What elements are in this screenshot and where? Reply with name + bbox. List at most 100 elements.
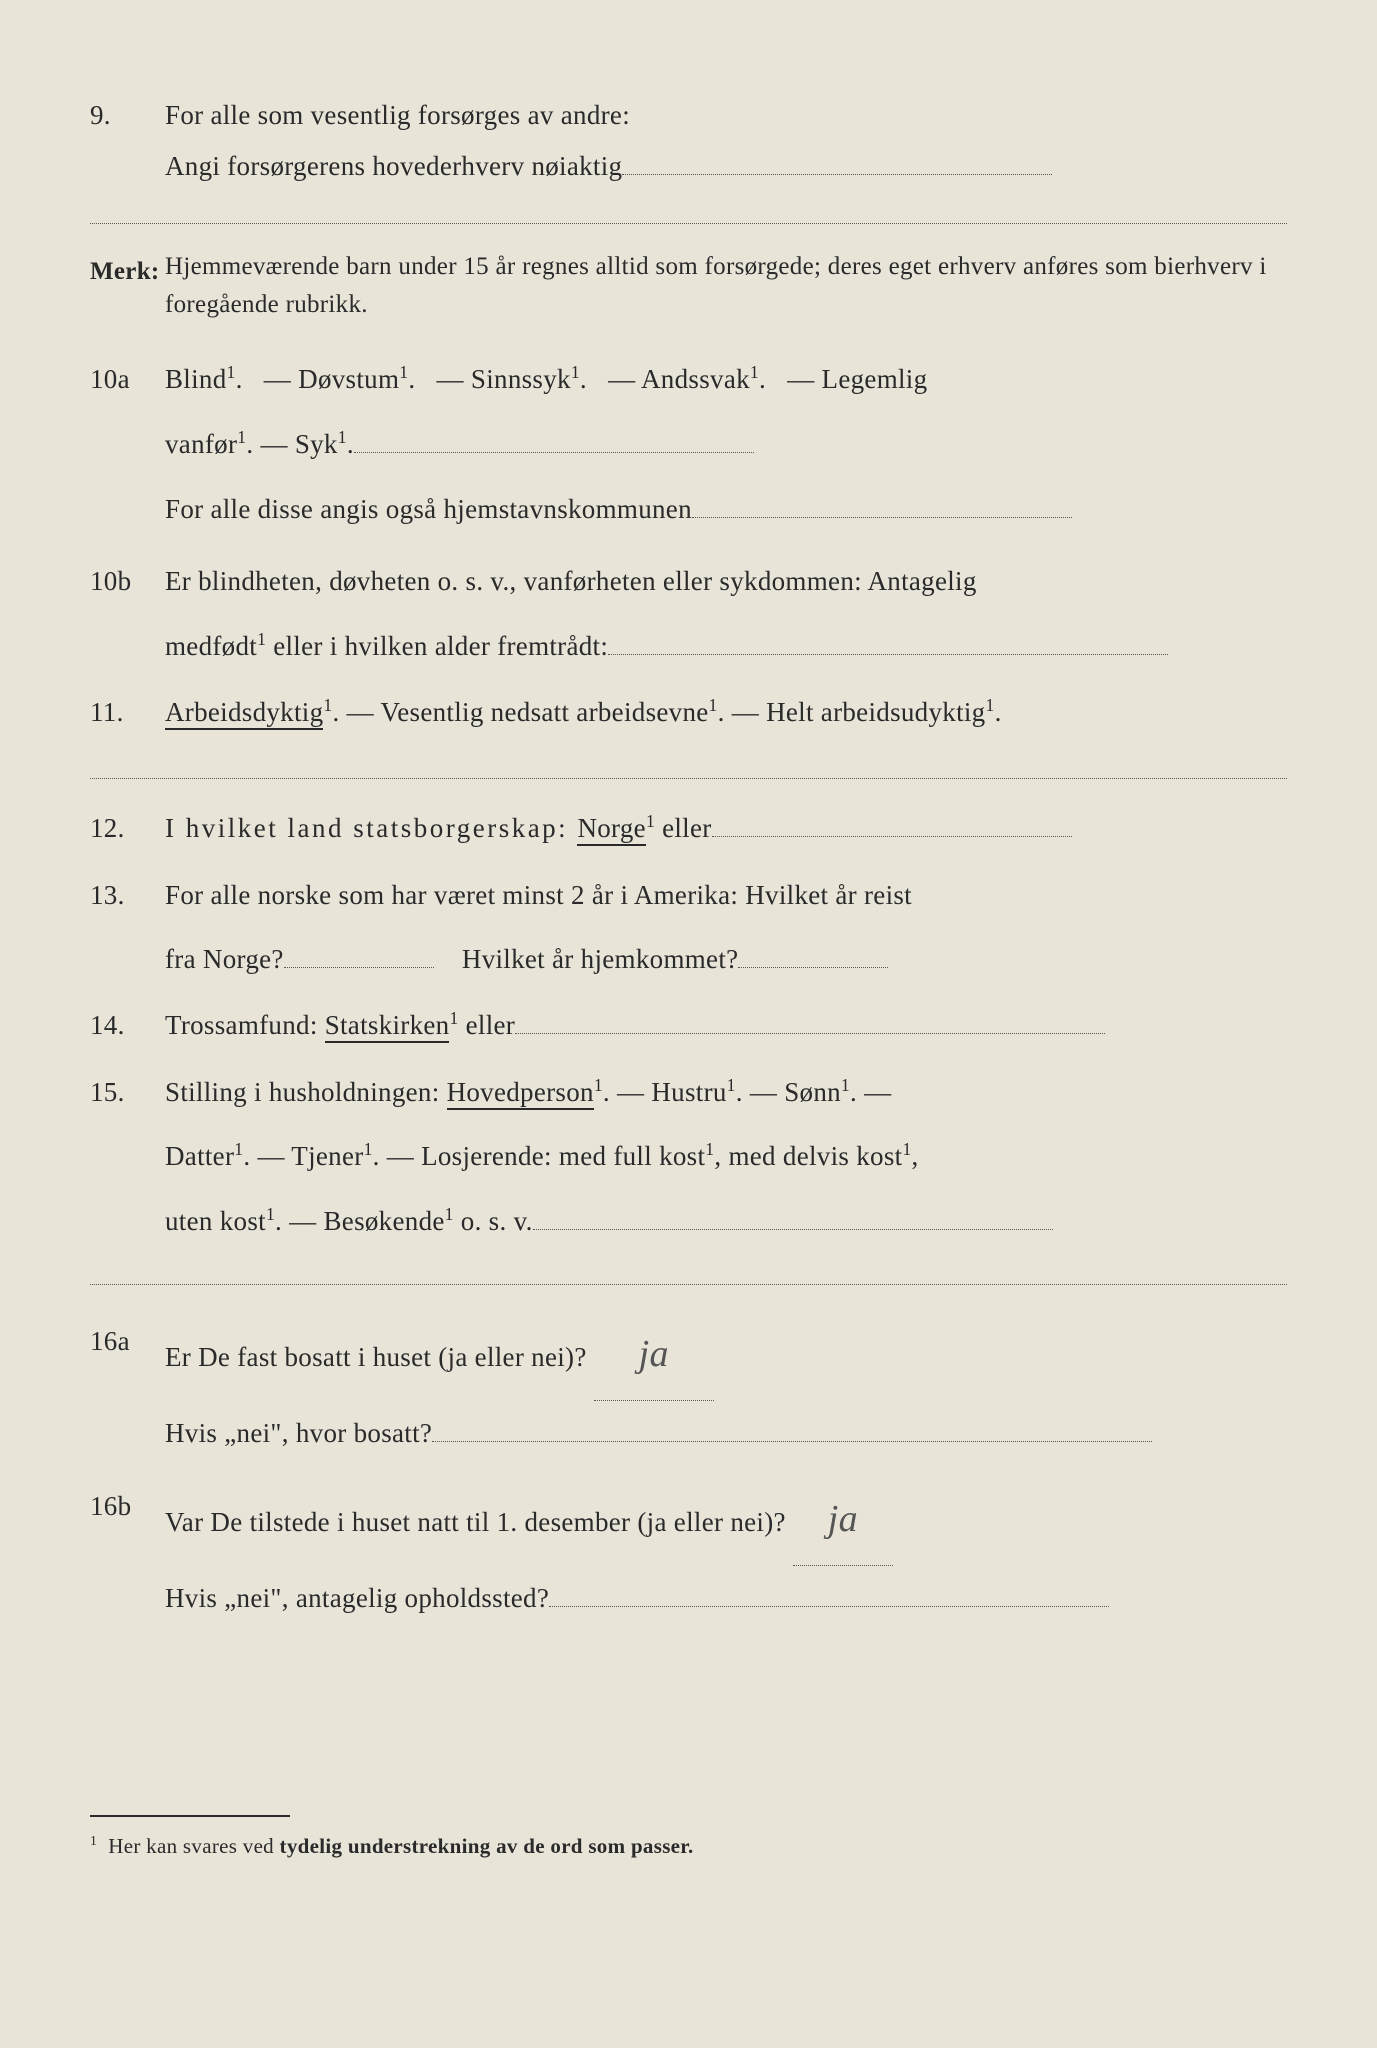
q10a-line3: For alle disse angis også hjemstavnskomm…	[165, 477, 1287, 542]
q15-l2c[interactable]: . — Losjerende: med full kost	[373, 1141, 706, 1171]
q15-line3: uten kost1. — Besøkende1 o. s. v.	[165, 1189, 1287, 1254]
merk-label: Merk:	[90, 248, 165, 326]
q14-text: Trossamfund:	[165, 1010, 325, 1040]
q15-l3b[interactable]: . — Besøkende	[275, 1206, 445, 1236]
fill-line[interactable]	[692, 517, 1072, 518]
footnote-text-a: Her kan svares ved	[108, 1834, 279, 1858]
q15-l2d[interactable]: , med delvis kost	[714, 1141, 902, 1171]
q11-mid[interactable]: — Vesentlig nedsatt arbeidsevne	[340, 697, 709, 727]
opt-hovedperson[interactable]: Hovedperson	[447, 1077, 594, 1110]
question-13: 13. For alle norske som har været minst …	[90, 863, 1287, 993]
q12-number: 12.	[90, 803, 165, 854]
fill-line[interactable]	[622, 174, 1052, 175]
q16b-answer: ja	[828, 1498, 858, 1540]
q14-tail: eller	[459, 1010, 516, 1040]
q15-line2: Datter1. — Tjener1. — Losjerende: med fu…	[165, 1124, 1287, 1189]
q15-text: Stilling i husholdningen:	[165, 1077, 447, 1107]
footnote-num: 1	[90, 1833, 97, 1848]
q13-line2: fra Norge? Hvilket år hjemkommet?	[165, 927, 1287, 992]
q15-l2e: ,	[912, 1141, 919, 1171]
opt-statskirken[interactable]: Statskirken	[325, 1010, 450, 1043]
q13-line2a: fra Norge?	[165, 944, 284, 974]
q13-content: For alle norske som har været minst 2 år…	[165, 863, 1287, 993]
q16a-answer: ja	[639, 1333, 669, 1375]
q9-content: For alle som vesentlig forsørges av andr…	[165, 90, 1287, 193]
q13-number: 13.	[90, 863, 165, 993]
q16a-number: 16a	[90, 1309, 165, 1466]
fill-line[interactable]	[738, 967, 888, 968]
q11-tail[interactable]: . — Helt arbeidsudyktig	[718, 697, 986, 727]
q15-l2b[interactable]: . — Tjener	[243, 1141, 363, 1171]
opt-norge[interactable]: Norge	[577, 813, 646, 846]
fill-line[interactable]	[533, 1229, 1053, 1230]
sep: —	[608, 364, 641, 394]
q13-line2b: Hvilket år hjemkommet?	[462, 944, 739, 974]
opt-vanfor[interactable]: vanfør	[165, 429, 237, 459]
fill-line[interactable]	[284, 967, 434, 968]
q16b-content: Var De tilstede i huset natt til 1. dese…	[165, 1474, 1287, 1631]
q16a-q: Er De fast bosatt i huset (ja eller nei)…	[165, 1342, 587, 1372]
q16b-number: 16b	[90, 1474, 165, 1631]
q16a-content: Er De fast bosatt i huset (ja eller nei)…	[165, 1309, 1287, 1466]
fill-line[interactable]	[608, 654, 1168, 655]
opt-datter[interactable]: Datter	[165, 1141, 234, 1171]
q16b-line2: Hvis „nei", antagelig opholdssted?	[165, 1566, 1287, 1631]
q16b-answer-field[interactable]: ja	[793, 1474, 893, 1566]
q10b-number: 10b	[90, 549, 165, 679]
sep: —	[787, 364, 821, 394]
question-14: 14. Trossamfund: Statskirken1 eller	[90, 1000, 1287, 1051]
footnote: 1 Her kan svares ved tydelig understrekn…	[90, 1811, 1287, 1867]
q15-seq3: . —	[850, 1077, 891, 1107]
q11-content: Arbeidsdyktig1. — Vesentlig nedsatt arbe…	[165, 687, 1287, 738]
q16a-answer-field[interactable]: ja	[594, 1309, 714, 1401]
divider	[90, 223, 1287, 224]
q15-content: Stilling i husholdningen: Hovedperson1. …	[165, 1060, 1287, 1254]
q16b-sub: Hvis „nei", antagelig opholdssted?	[165, 1583, 549, 1613]
q9-number: 9.	[90, 90, 165, 193]
q10b-tail: eller i hvilken alder fremtrådt:	[266, 631, 608, 661]
fill-line[interactable]	[712, 836, 1072, 837]
q16a-sub: Hvis „nei", hvor bosatt?	[165, 1418, 432, 1448]
q14-content: Trossamfund: Statskirken1 eller	[165, 1000, 1287, 1051]
divider	[90, 1284, 1287, 1285]
q11-number: 11.	[90, 687, 165, 738]
merk-text: Hjemmeværende barn under 15 år regnes al…	[165, 248, 1287, 326]
footnote-bold: tydelig understrekning av de ord som pas…	[280, 1834, 694, 1858]
note-merk: Merk: Hjemmeværende barn under 15 år reg…	[90, 248, 1287, 326]
q12-tail: eller	[655, 813, 712, 843]
q10a-line3-text: For alle disse angis også hjemstavnskomm…	[165, 494, 692, 524]
q10b-line2: medfødt1 eller i hvilken alder fremtrådt…	[165, 614, 1287, 679]
opt-legemlig: Legemlig	[822, 364, 928, 394]
q15-seq1[interactable]: . — Hustru	[603, 1077, 727, 1107]
question-12: 12. I hvilket land statsborgerskap: Norg…	[90, 803, 1287, 854]
q10b-medfodt[interactable]: medfødt	[165, 631, 257, 661]
q13-line1: For alle norske som har været minst 2 år…	[165, 863, 1287, 928]
question-16b: 16b Var De tilstede i huset natt til 1. …	[90, 1474, 1287, 1631]
opt-andssvak[interactable]: Andssvak	[641, 364, 750, 394]
opt-dovstum[interactable]: Døvstum	[298, 364, 399, 394]
sep: —	[437, 364, 471, 394]
q15-seq2[interactable]: . — Sønn	[736, 1077, 841, 1107]
q12-text: I hvilket land statsborgerskap:	[165, 813, 577, 843]
q15-line1: Stilling i husholdningen: Hovedperson1. …	[165, 1060, 1287, 1125]
opt-sinnssyk[interactable]: Sinnssyk	[471, 364, 571, 394]
opt-uten-kost[interactable]: uten kost	[165, 1206, 266, 1236]
question-16a: 16a Er De fast bosatt i huset (ja eller …	[90, 1309, 1287, 1466]
q10a-content: Blind1. — Døvstum1. — Sinnssyk1. — Andss…	[165, 347, 1287, 541]
footnote-rule	[90, 1815, 290, 1817]
q9-line2: Angi forsørgerens hovederhverv nøiaktig	[165, 141, 1287, 192]
q12-content: I hvilket land statsborgerskap: Norge1 e…	[165, 803, 1287, 854]
q14-number: 14.	[90, 1000, 165, 1051]
fill-line[interactable]	[515, 1033, 1105, 1034]
census-form-page: 9. For alle som vesentlig forsørges av a…	[0, 0, 1377, 1927]
fill-line[interactable]	[432, 1441, 1152, 1442]
question-10a: 10a Blind1. — Døvstum1. — Sinnssyk1. — A…	[90, 347, 1287, 541]
opt-syk[interactable]: Syk	[295, 429, 338, 459]
opt-blind[interactable]: Blind	[165, 364, 227, 394]
opt-arbeidsdyktig[interactable]: Arbeidsdyktig	[165, 697, 323, 730]
q9-line1: For alle som vesentlig forsørges av andr…	[165, 90, 1287, 141]
q10a-options-line2: vanfør1. — Syk1.	[165, 412, 1287, 477]
fill-line[interactable]	[354, 452, 754, 453]
question-11: 11. Arbeidsdyktig1. — Vesentlig nedsatt …	[90, 687, 1287, 738]
fill-line[interactable]	[549, 1606, 1109, 1607]
